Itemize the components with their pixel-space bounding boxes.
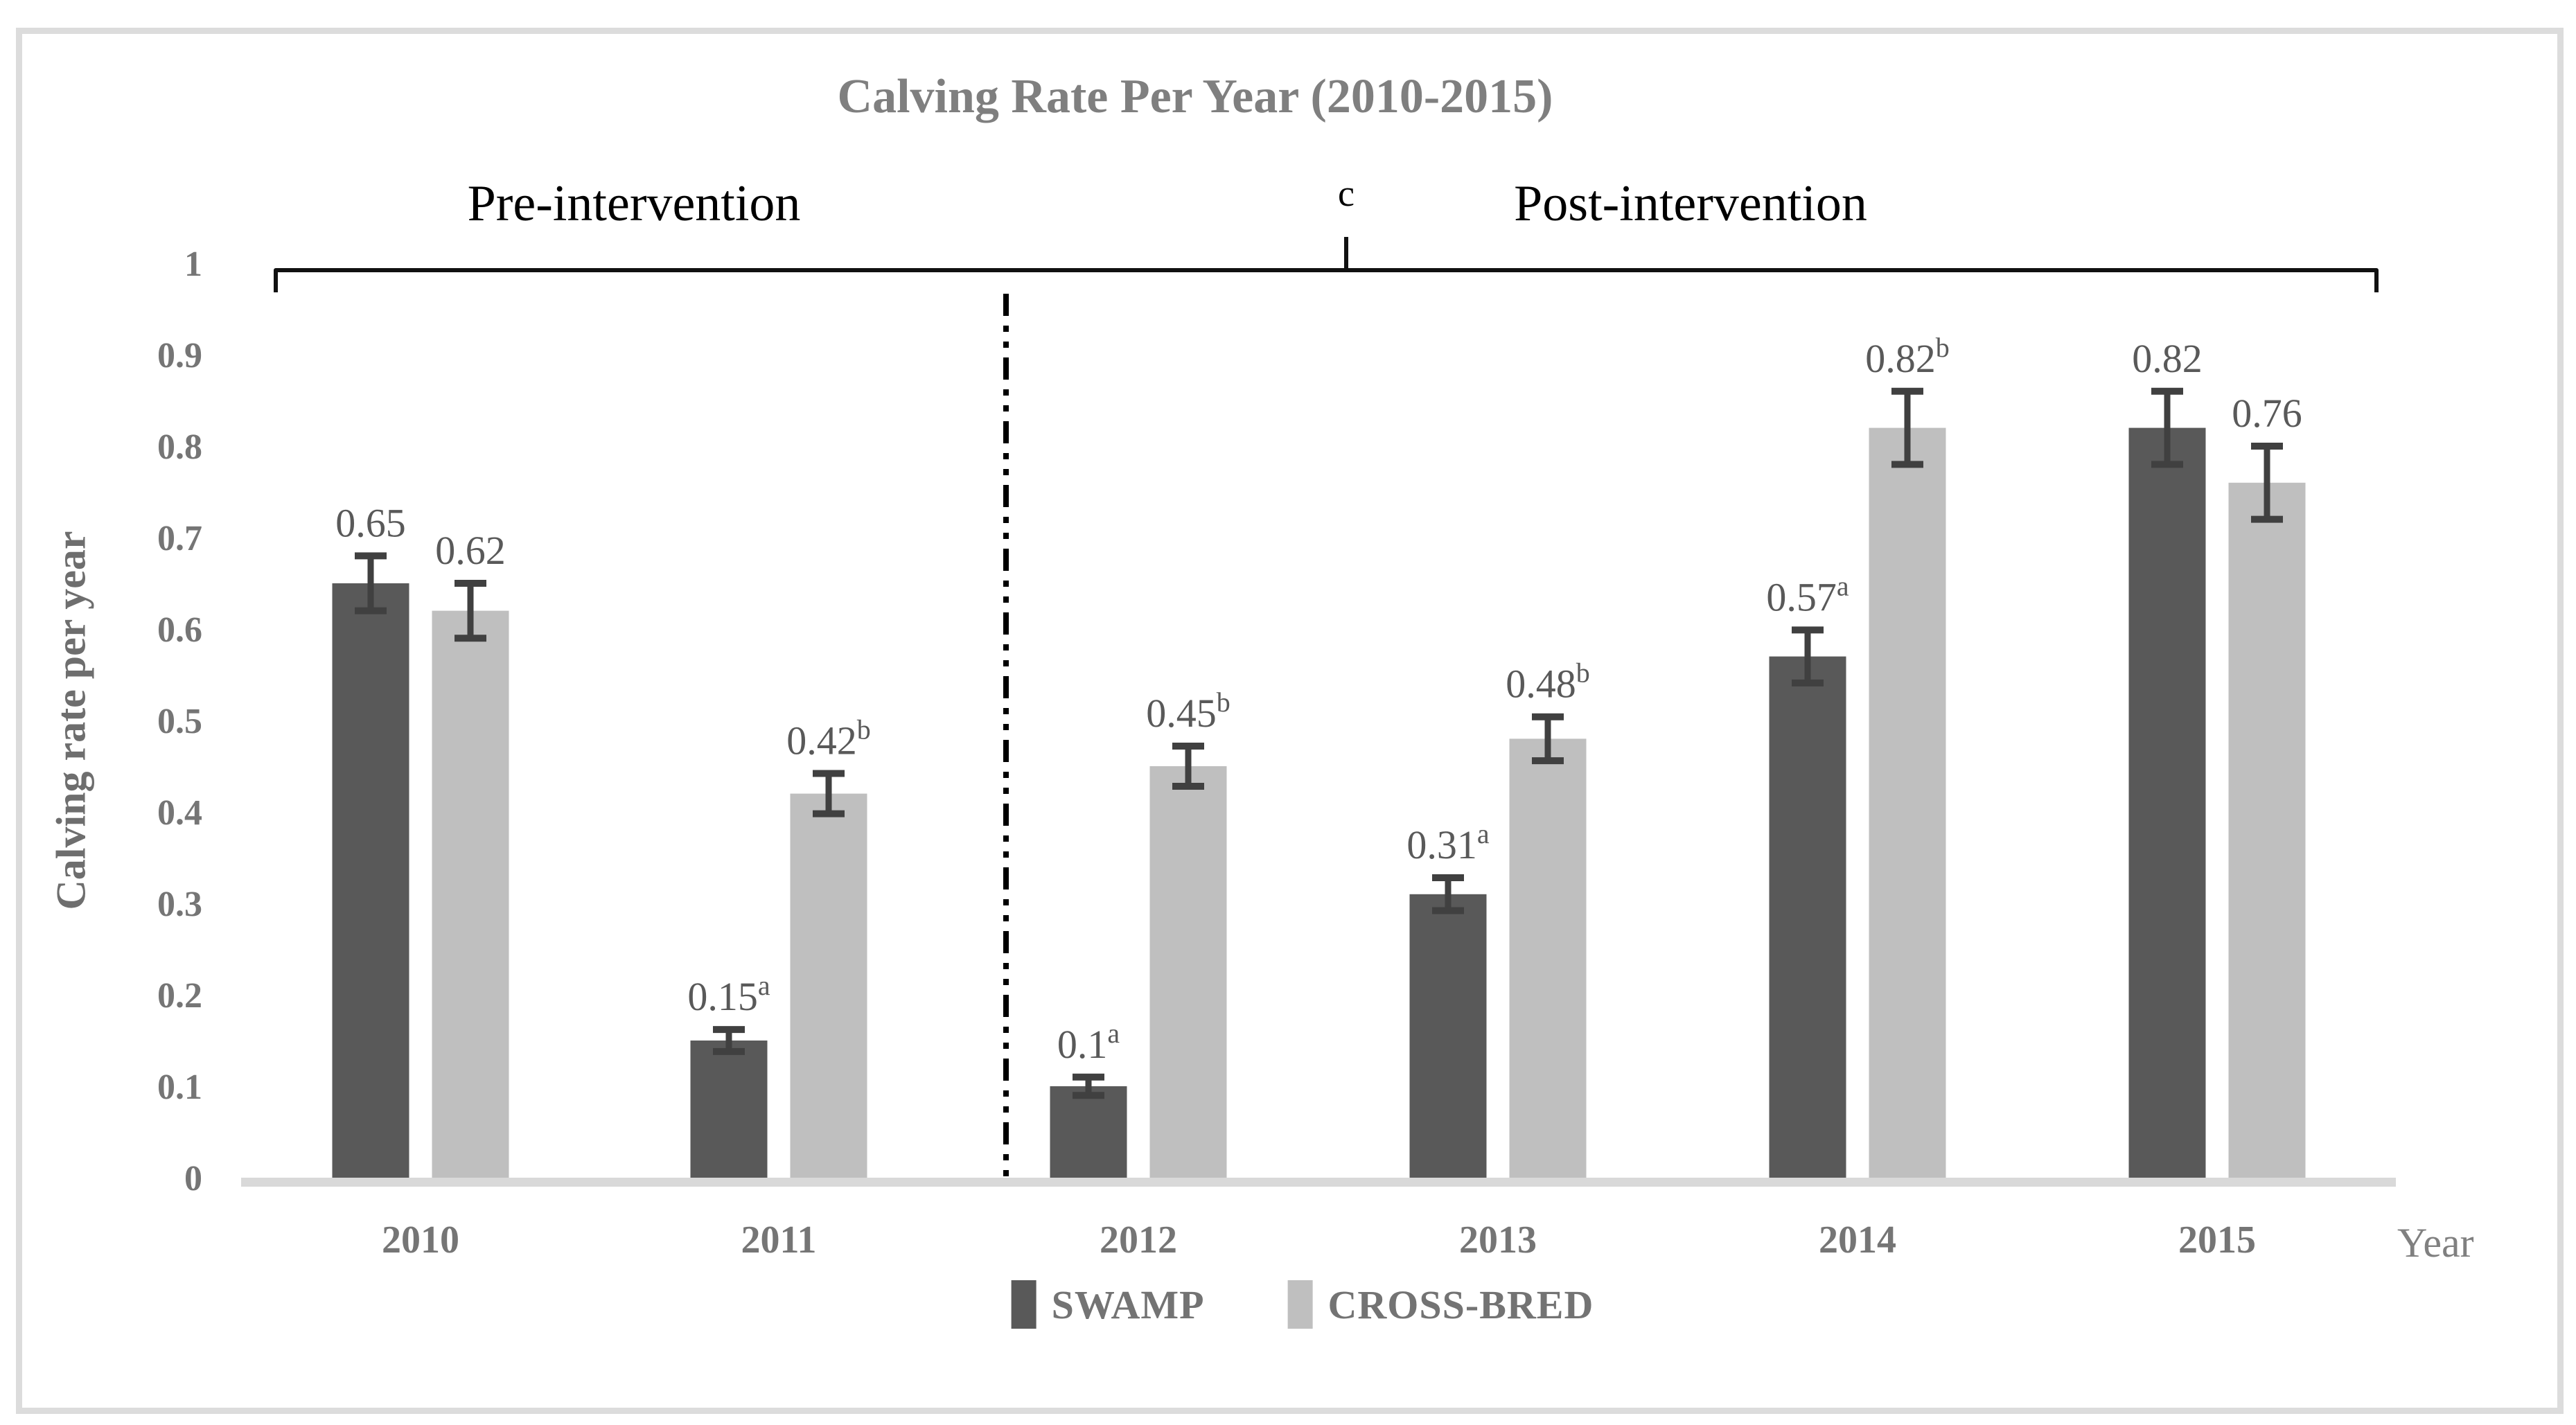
bar-swamp-2012 (1050, 1086, 1127, 1178)
y-tick-label-0.1: 0.1 (157, 1068, 202, 1107)
error-bar-cross-bred-2010 (455, 580, 486, 642)
y-tick-label-0.2: 0.2 (157, 976, 202, 1016)
y-tick-label-0.8: 0.8 (157, 427, 202, 467)
data-label-swamp-2010: 0.65 (335, 500, 406, 545)
y-tick-label-0.5: 0.5 (157, 702, 202, 741)
crossbred-swatch-icon (1287, 1280, 1313, 1329)
data-label-cross-bred-2010: 0.62 (435, 528, 506, 573)
data-label-cross-bred-2014: 0.82b (1865, 332, 1950, 381)
y-tick-label-0.6: 0.6 (157, 610, 202, 650)
bar-cross-bred-2015 (2228, 482, 2306, 1178)
x-tick-label-2015: 2015 (2178, 1219, 2256, 1262)
error-bar-swamp-2013 (1432, 874, 1464, 914)
x-tick-label-2012: 2012 (1100, 1219, 1177, 1262)
bar-swamp-2014 (1769, 656, 1846, 1178)
y-tick-label-0: 0 (184, 1159, 202, 1198)
bar-cross-bred-2010 (432, 610, 509, 1178)
x-axis-title: Year (2397, 1220, 2474, 1266)
bar-swamp-2011 (690, 1041, 768, 1178)
bracket-center-note: c (1338, 172, 1355, 214)
y-tick-label-0.9: 0.9 (157, 336, 202, 375)
error-bar-swamp-2010 (355, 552, 387, 614)
data-label-swamp-2014: 0.57a (1766, 570, 1849, 619)
y-tick-label-1: 1 (184, 245, 202, 284)
period-bracket (274, 268, 2379, 292)
x-tick-label-2014: 2014 (1819, 1219, 1896, 1262)
error-bar-swamp-2015 (2151, 387, 2183, 468)
bar-cross-bred-2014 (1869, 427, 1946, 1178)
swamp-swatch-icon (1011, 1280, 1036, 1329)
error-bar-cross-bred-2011 (813, 770, 845, 817)
bar-cross-bred-2011 (790, 793, 867, 1178)
error-bar-cross-bred-2013 (1532, 713, 1564, 765)
x-tick-label-2010: 2010 (382, 1219, 459, 1262)
legend-label-crossbred: CROSS-BRED (1327, 1282, 1594, 1327)
data-label-cross-bred-2012: 0.45b (1146, 687, 1230, 736)
pre-intervention-label: Pre-intervention (467, 175, 801, 232)
legend: SWAMP CROSS-BRED (1011, 1280, 1594, 1329)
y-tick-label-0.7: 0.7 (157, 519, 202, 558)
error-bar-cross-bred-2012 (1172, 742, 1204, 790)
data-label-swamp-2011: 0.15a (687, 970, 770, 1019)
data-label-swamp-2012: 0.1a (1057, 1018, 1120, 1067)
data-label-cross-bred-2013: 0.48b (1506, 657, 1590, 707)
error-bar-swamp-2012 (1073, 1073, 1104, 1099)
x-tick-label-2011: 2011 (741, 1219, 817, 1262)
data-label-cross-bred-2015: 0.76 (2232, 391, 2302, 436)
y-tick-label-0.4: 0.4 (157, 793, 202, 833)
bar-swamp-2013 (1409, 894, 1487, 1178)
bar-swamp-2010 (332, 583, 409, 1178)
error-bar-swamp-2014 (1792, 626, 1824, 687)
error-bar-cross-bred-2014 (1891, 387, 1923, 468)
bar-cross-bred-2013 (1509, 738, 1587, 1178)
data-label-swamp-2015: 0.82 (2132, 336, 2203, 381)
post-intervention-label: Post-intervention (1514, 175, 1867, 232)
bar-cross-bred-2012 (1149, 766, 1227, 1178)
error-bar-cross-bred-2015 (2251, 443, 2283, 523)
legend-label-swamp: SWAMP (1051, 1282, 1205, 1327)
data-label-swamp-2013: 0.31a (1406, 818, 1490, 867)
x-tick-label-2013: 2013 (1459, 1219, 1537, 1262)
data-label-cross-bred-2011: 0.42b (786, 714, 871, 763)
error-bar-swamp-2011 (713, 1026, 745, 1055)
bar-swamp-2015 (2128, 427, 2206, 1178)
chart-title: Calving Rate Per Year (2010-2015) (837, 70, 1553, 123)
figure-frame (16, 28, 2564, 1414)
legend-item-swamp: SWAMP (1011, 1280, 1205, 1329)
legend-item-crossbred: CROSS-BRED (1287, 1280, 1594, 1329)
y-tick-label-0.3: 0.3 (157, 885, 202, 924)
x-axis-line (241, 1178, 2396, 1187)
